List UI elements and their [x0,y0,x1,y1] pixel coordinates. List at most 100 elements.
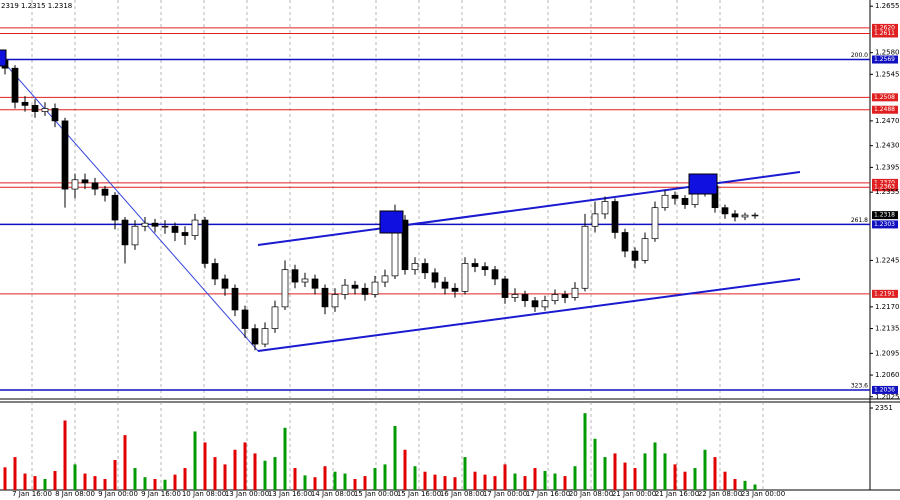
volume-bar [313,477,317,490]
volume-bar [353,479,357,490]
level-label-box [872,178,898,187]
candle-body [751,214,759,217]
x-tick-label: 21 Jan 16:00 [655,490,699,498]
candle-body [401,219,409,271]
candle-body [551,294,559,302]
level-label: 1.2036 [874,386,895,393]
volume-bar [533,468,537,490]
x-tick-label: 7 Jan 16:00 [12,490,52,498]
volume-bar [83,473,87,490]
level-label-box [872,220,898,229]
volume-bar [553,473,557,490]
volume-bar [193,431,197,490]
volume-bar [613,453,617,490]
volume-bar [453,477,457,490]
candle-body [731,213,739,218]
x-tick-label: 9 Jan 16:00 [141,490,181,498]
candle-body [611,201,619,233]
candle-body [411,263,419,271]
candle-body [191,219,199,236]
candle-body [481,266,489,271]
volume-bar [323,466,327,490]
candle-body [471,263,479,267]
candle-body [431,272,439,283]
volume-bar [173,474,177,490]
volume-bar [603,457,607,490]
y-tick-label: 1.2025 [875,393,900,401]
candle-body [251,328,259,345]
level-label-box [872,105,898,114]
candle-body [351,284,359,289]
volume-bar [203,442,207,490]
candle-body [11,67,19,103]
candle-body [81,179,89,184]
candle-body [231,287,239,311]
x-tick-label: 17 Jan 00:00 [483,490,527,498]
candle-body [631,250,639,261]
volume-bar [273,457,277,490]
volume-bar [743,480,747,490]
candle-body [131,225,139,246]
level-label: 1.2303 [874,221,895,228]
candle-body [741,214,749,218]
level-label-box [872,385,898,394]
header: 2319 1.2315 1.2318 [1,2,72,10]
candle-body [281,269,289,308]
candle-body [651,207,659,240]
candle-body [441,281,449,289]
candle-body [221,278,229,289]
x-tick-label: 9 Jan 00:00 [98,490,138,498]
volume-bar [293,468,297,490]
volume-bar [53,470,57,490]
marker [0,49,7,67]
volume-bar [663,453,667,490]
candle-body [321,287,329,308]
volume-bar [383,464,387,490]
y-tick-label: 1.2430 [875,142,900,150]
volume-bar [473,471,477,490]
volume-bar [483,474,487,490]
fib-label: 261.8 [851,217,868,224]
volume-bar [443,476,447,490]
volume-bar [33,476,37,490]
volume-bar [593,438,597,490]
candle-body [271,306,279,329]
candle-body [211,263,219,280]
volume-bar [213,457,217,490]
volume-bar [733,479,737,490]
volume-bar [143,477,147,490]
volume-bar [183,468,187,490]
level-label-box [872,93,898,102]
level-label: 1.2611 [874,30,895,37]
x-tick-label: 13 Jan 00:00 [225,490,269,498]
volume-bar [163,479,167,490]
volume-bar [23,473,27,490]
candle-body [151,222,159,227]
x-tick-label: 16 Jan 08:00 [440,490,484,498]
fib-label: 200.0 [851,52,868,59]
level-label: 1.2620 [874,24,895,31]
x-tick-label: 10 Jan 08:00 [182,490,226,498]
candle-body [371,281,379,295]
candle-body [111,194,119,221]
volume-bar [413,466,417,490]
candle-body [161,225,169,228]
candle-body [291,269,299,283]
volume-bar [43,479,47,490]
volume-bar [563,476,567,490]
y-tick-label: 1.2580 [875,49,900,57]
volume-bar [693,468,697,490]
volume-bar [393,425,397,490]
candle-body [561,294,569,298]
levels: 1.26201.26111.25691.25081.24881.23701.23… [0,23,898,394]
candle-body [491,269,499,280]
x-tick-label: 22 Jan 08:00 [698,490,742,498]
volume-bar [513,473,517,490]
candle-body [331,294,339,308]
level-label-box [872,211,898,220]
candle-body [571,287,579,298]
candle-body [71,179,79,190]
level-label-box [872,29,898,38]
volume-bar [93,476,97,490]
